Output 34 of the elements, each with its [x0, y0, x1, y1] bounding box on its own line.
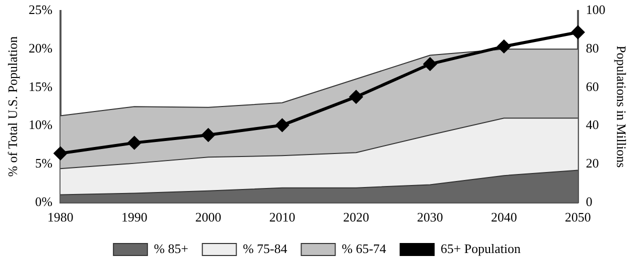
y2-tick-label: 0: [586, 194, 592, 209]
point: [571, 26, 584, 39]
y-tick-label: 0%: [35, 194, 53, 209]
legend-label: % 65-74: [342, 240, 387, 256]
y-tick-label: 5%: [35, 156, 53, 170]
x-tick-label: 1990: [121, 210, 148, 225]
point: [424, 58, 437, 71]
y-tick-label: 15%: [28, 78, 53, 94]
point: [128, 136, 141, 150]
x-tick-label: 1980: [47, 210, 74, 225]
y-tick-label: 10%: [28, 117, 53, 132]
point: [54, 146, 67, 160]
y2-tick-label: 60: [586, 78, 599, 94]
y-tick-label: 20%: [28, 40, 53, 56]
x-tick-label: 2020: [343, 210, 370, 225]
y2-tick-label: 20: [586, 156, 599, 170]
legend-label: 65+ Population: [440, 240, 522, 256]
y2-axis-title: Populations in Millions: [614, 46, 629, 168]
legend-label: % 85+: [154, 240, 188, 256]
y-axis-title: % of Total U.S. Population: [5, 36, 20, 177]
legend-label: % 75-84: [242, 240, 288, 256]
x-tick-label: 2040: [490, 210, 517, 225]
y2-tick-label: 100: [586, 2, 606, 18]
y-tick-label: 25%: [28, 2, 53, 18]
point: [350, 90, 363, 104]
x-tick-label: 2010: [269, 210, 296, 225]
y2-tick-label: 80: [586, 40, 599, 56]
x-tick-label: 2000: [195, 210, 222, 225]
point: [276, 118, 289, 132]
x-tick-label: 2050: [564, 210, 591, 225]
point: [497, 40, 510, 53]
point: [202, 128, 215, 142]
x-tick-label: 2030: [417, 210, 444, 225]
y2-tick-label: 40: [586, 117, 599, 132]
